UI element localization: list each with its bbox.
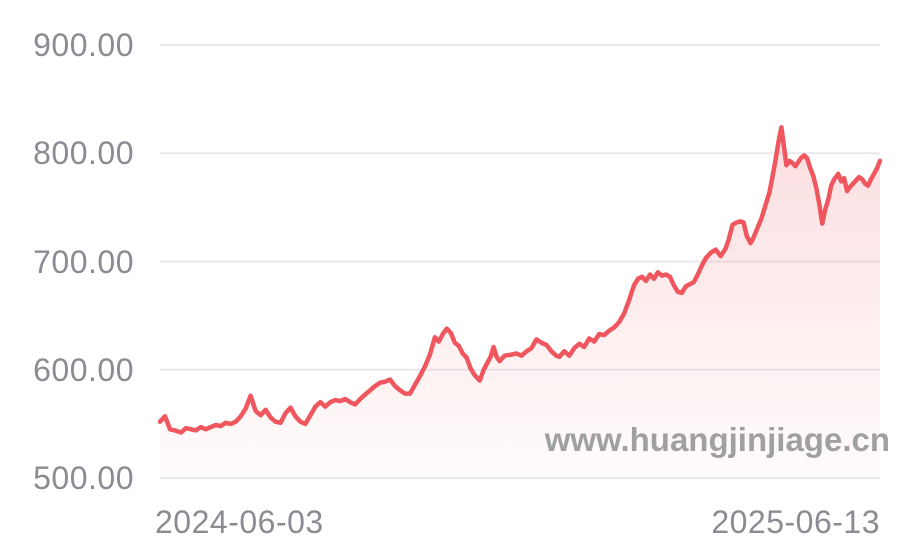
price-line [157,125,883,435]
x-axis-tick-label-start-date: 2024-06-03 [155,504,324,540]
y-axis-tick-label-800: 800.00 [33,135,134,172]
y-axis-tick-label-700: 700.00 [33,243,134,280]
y-axis-tick-label-600: 600.00 [33,351,134,388]
price-area-fill [160,127,880,479]
y-axis-tick-label-500: 500.00 [33,460,134,496]
y-axis-tick-label-900: 900.00 [33,27,134,63]
watermark-site-url: www.huangjinjiage.cn [544,421,890,458]
x-axis-tick-label-end-date: 2025-06-13 [711,504,880,540]
